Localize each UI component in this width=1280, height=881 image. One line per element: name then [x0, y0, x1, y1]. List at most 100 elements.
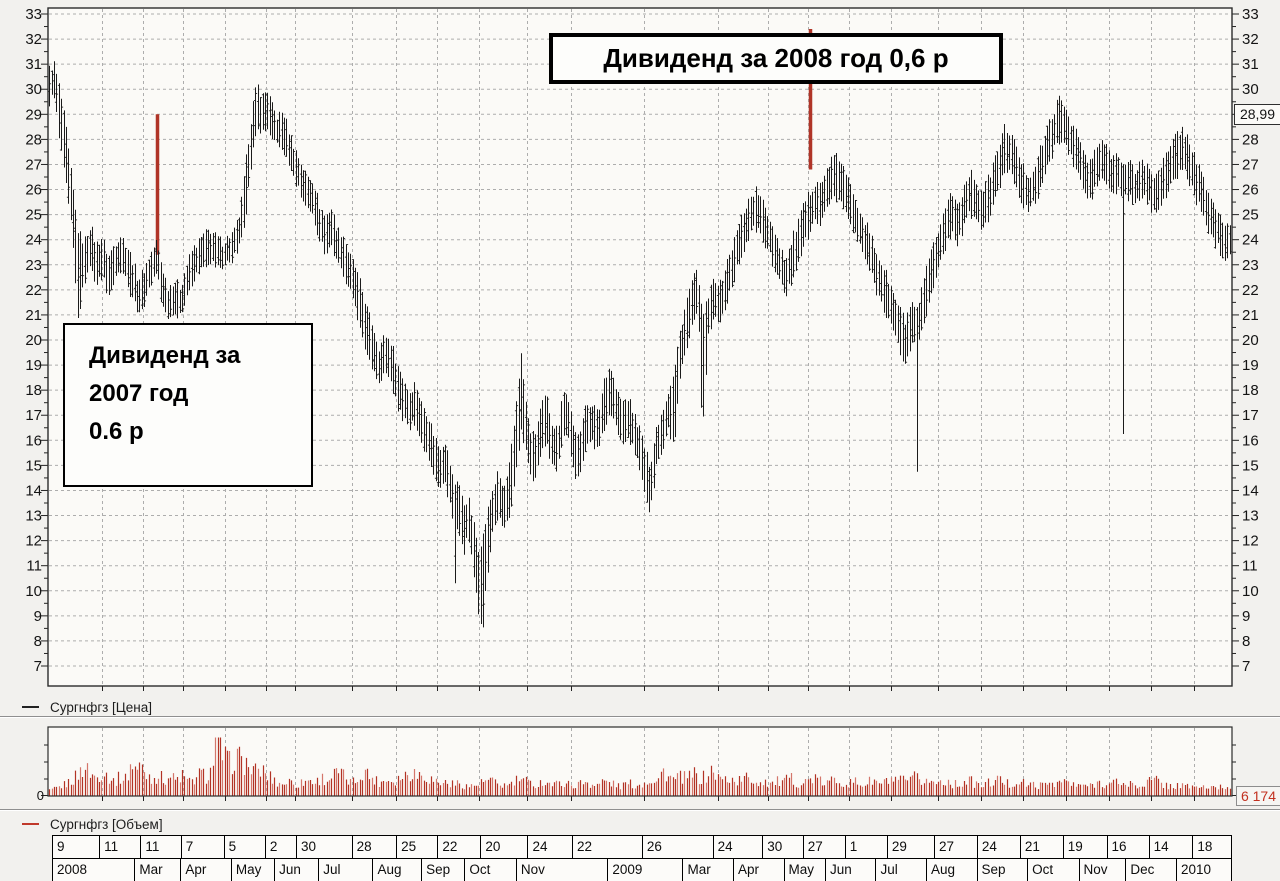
- svg-text:15: 15: [25, 457, 42, 474]
- svg-text:33: 33: [1242, 6, 1259, 23]
- x-axis-day-cell: 1: [844, 836, 887, 858]
- dividend-2008-annotation[interactable]: Дивиденд за 2008 год 0,6 р: [549, 33, 1003, 84]
- x-axis-month-cell: 2009: [607, 859, 682, 881]
- svg-text:16: 16: [25, 432, 42, 449]
- x-axis-day-cell: 26: [641, 836, 713, 858]
- svg-text:31: 31: [25, 56, 42, 73]
- svg-text:9: 9: [34, 608, 42, 625]
- volume-legend-label: Сургнфгз [Объем]: [50, 816, 163, 832]
- x-axis-day-cell: 25: [396, 836, 437, 858]
- x-axis-date-table[interactable]: 9 11 11 7 5 2 30 28 25 22 20 24 22 26 24 30 27 1 29 27 24 21 1…: [52, 835, 1232, 881]
- x-axis-day-cell: 19: [1062, 836, 1107, 858]
- svg-text:8: 8: [1242, 633, 1250, 650]
- svg-text:31: 31: [1242, 56, 1259, 73]
- dividend-2007-annotation[interactable]: Дивиденд за 2007 год 0.6 р: [63, 323, 313, 487]
- x-axis-month-cell: 2010: [1175, 859, 1231, 881]
- price-y-axis-labels: 33 33 32 32 31 31 30 30 29 28 28 27 27 26 26 25 25 24 24 23…: [25, 6, 1258, 675]
- svg-text:23: 23: [1242, 257, 1259, 274]
- x-axis-month-cell: Sep: [976, 859, 1028, 881]
- svg-text:27: 27: [25, 156, 42, 173]
- x-axis-month-cell: Aug: [372, 859, 421, 881]
- svg-text:27: 27: [1242, 156, 1259, 173]
- svg-text:25: 25: [1242, 207, 1259, 224]
- svg-text:18: 18: [1242, 382, 1259, 399]
- svg-text:14: 14: [25, 482, 42, 499]
- x-axis-month-cell: Jun: [274, 859, 318, 881]
- svg-text:20: 20: [1242, 332, 1259, 349]
- svg-text:7: 7: [34, 658, 42, 675]
- x-axis-month-cell: Aug: [926, 859, 977, 881]
- x-axis-day-cell: 11: [99, 836, 140, 858]
- svg-text:24: 24: [25, 232, 42, 249]
- x-axis-day-cell: 11: [140, 836, 180, 858]
- x-axis-day-row: 9 11 11 7 5 2 30 28 25 22 20 24 22 26 24 30 27 1 29 27 24 21 1…: [52, 835, 1232, 858]
- x-axis-day-cell: 30: [762, 836, 802, 858]
- x-axis-month-cell: Jul: [318, 859, 372, 881]
- svg-text:12: 12: [1242, 533, 1259, 550]
- svg-text:28: 28: [25, 131, 42, 148]
- volume-series-dash-icon: [22, 823, 39, 825]
- price-legend-label: Сургнфгз [Цена]: [50, 699, 153, 715]
- svg-text:26: 26: [25, 182, 42, 199]
- volume-pane[interactable]: [48, 727, 1232, 796]
- x-axis-day-cell: 30: [296, 836, 352, 858]
- x-axis-day-cell: 22: [572, 836, 642, 858]
- x-axis-day-cell: 9: [57, 839, 65, 854]
- volume-bars: [48, 737, 1232, 796]
- x-axis-month-cell: Jun: [824, 859, 876, 881]
- svg-text:9: 9: [1242, 608, 1250, 625]
- x-axis-day-cell: 24: [527, 836, 572, 858]
- volume-bars-light: [51, 737, 1227, 796]
- svg-text:22: 22: [1242, 282, 1259, 299]
- svg-text:15: 15: [1242, 457, 1259, 474]
- svg-text:10: 10: [1242, 583, 1259, 600]
- svg-text:12: 12: [25, 533, 42, 550]
- x-axis-day-cell: 29: [886, 836, 934, 858]
- svg-text:33: 33: [25, 6, 42, 23]
- dividend-2007-line2: 2007 год: [89, 380, 189, 407]
- x-axis-day-cell: 20: [480, 836, 527, 858]
- svg-text:16: 16: [1242, 432, 1259, 449]
- x-axis-day-cell: 28: [351, 836, 397, 858]
- x-axis-month-cell: Mar: [134, 859, 180, 881]
- svg-text:17: 17: [1242, 407, 1259, 424]
- svg-text:24: 24: [1242, 232, 1259, 249]
- x-axis-month-cell: Oct: [1027, 859, 1078, 881]
- x-axis-day-cell: 7: [180, 836, 224, 858]
- x-axis-month-cell: May: [230, 859, 274, 881]
- svg-text:7: 7: [1242, 658, 1250, 675]
- svg-text:25: 25: [25, 207, 42, 224]
- x-axis-day-cell: 27: [933, 836, 977, 858]
- volume-pane-border: [47, 726, 1233, 797]
- price-pane-border: [47, 7, 1233, 687]
- last-volume-marker: 6 174: [1236, 786, 1280, 806]
- svg-text:13: 13: [25, 508, 42, 525]
- svg-text:17: 17: [25, 407, 42, 424]
- svg-text:13: 13: [1242, 508, 1259, 525]
- price-legend: Сургнфгз [Цена]: [22, 698, 152, 716]
- svg-text:21: 21: [25, 307, 42, 324]
- x-axis-day-cell: 5: [223, 836, 265, 858]
- svg-text:32: 32: [1242, 31, 1259, 48]
- svg-text:30: 30: [25, 81, 42, 98]
- svg-text:29: 29: [25, 106, 42, 123]
- x-axis-month-cell: Mar: [682, 859, 733, 881]
- x-axis-month-cell: Sep: [421, 859, 464, 881]
- svg-text:23: 23: [25, 257, 42, 274]
- svg-text:20: 20: [25, 332, 42, 349]
- svg-text:26: 26: [1242, 182, 1259, 199]
- svg-text:8: 8: [34, 633, 42, 650]
- last-price-marker: 28,99: [1234, 104, 1280, 125]
- svg-text:14: 14: [1242, 482, 1259, 499]
- volume-legend: Сургнфгз [Объем]: [22, 815, 163, 833]
- price-bars: [49, 61, 1231, 628]
- x-axis-day-cell: 18: [1192, 836, 1231, 858]
- svg-text:30: 30: [1242, 81, 1259, 98]
- svg-text:19: 19: [25, 357, 42, 374]
- svg-text:10: 10: [25, 583, 42, 600]
- svg-text:11: 11: [1242, 558, 1258, 575]
- x-axis-month-cell: Jul: [875, 859, 926, 881]
- x-axis-day-cell: 27: [802, 836, 845, 858]
- x-axis-month-cell: May: [783, 859, 825, 881]
